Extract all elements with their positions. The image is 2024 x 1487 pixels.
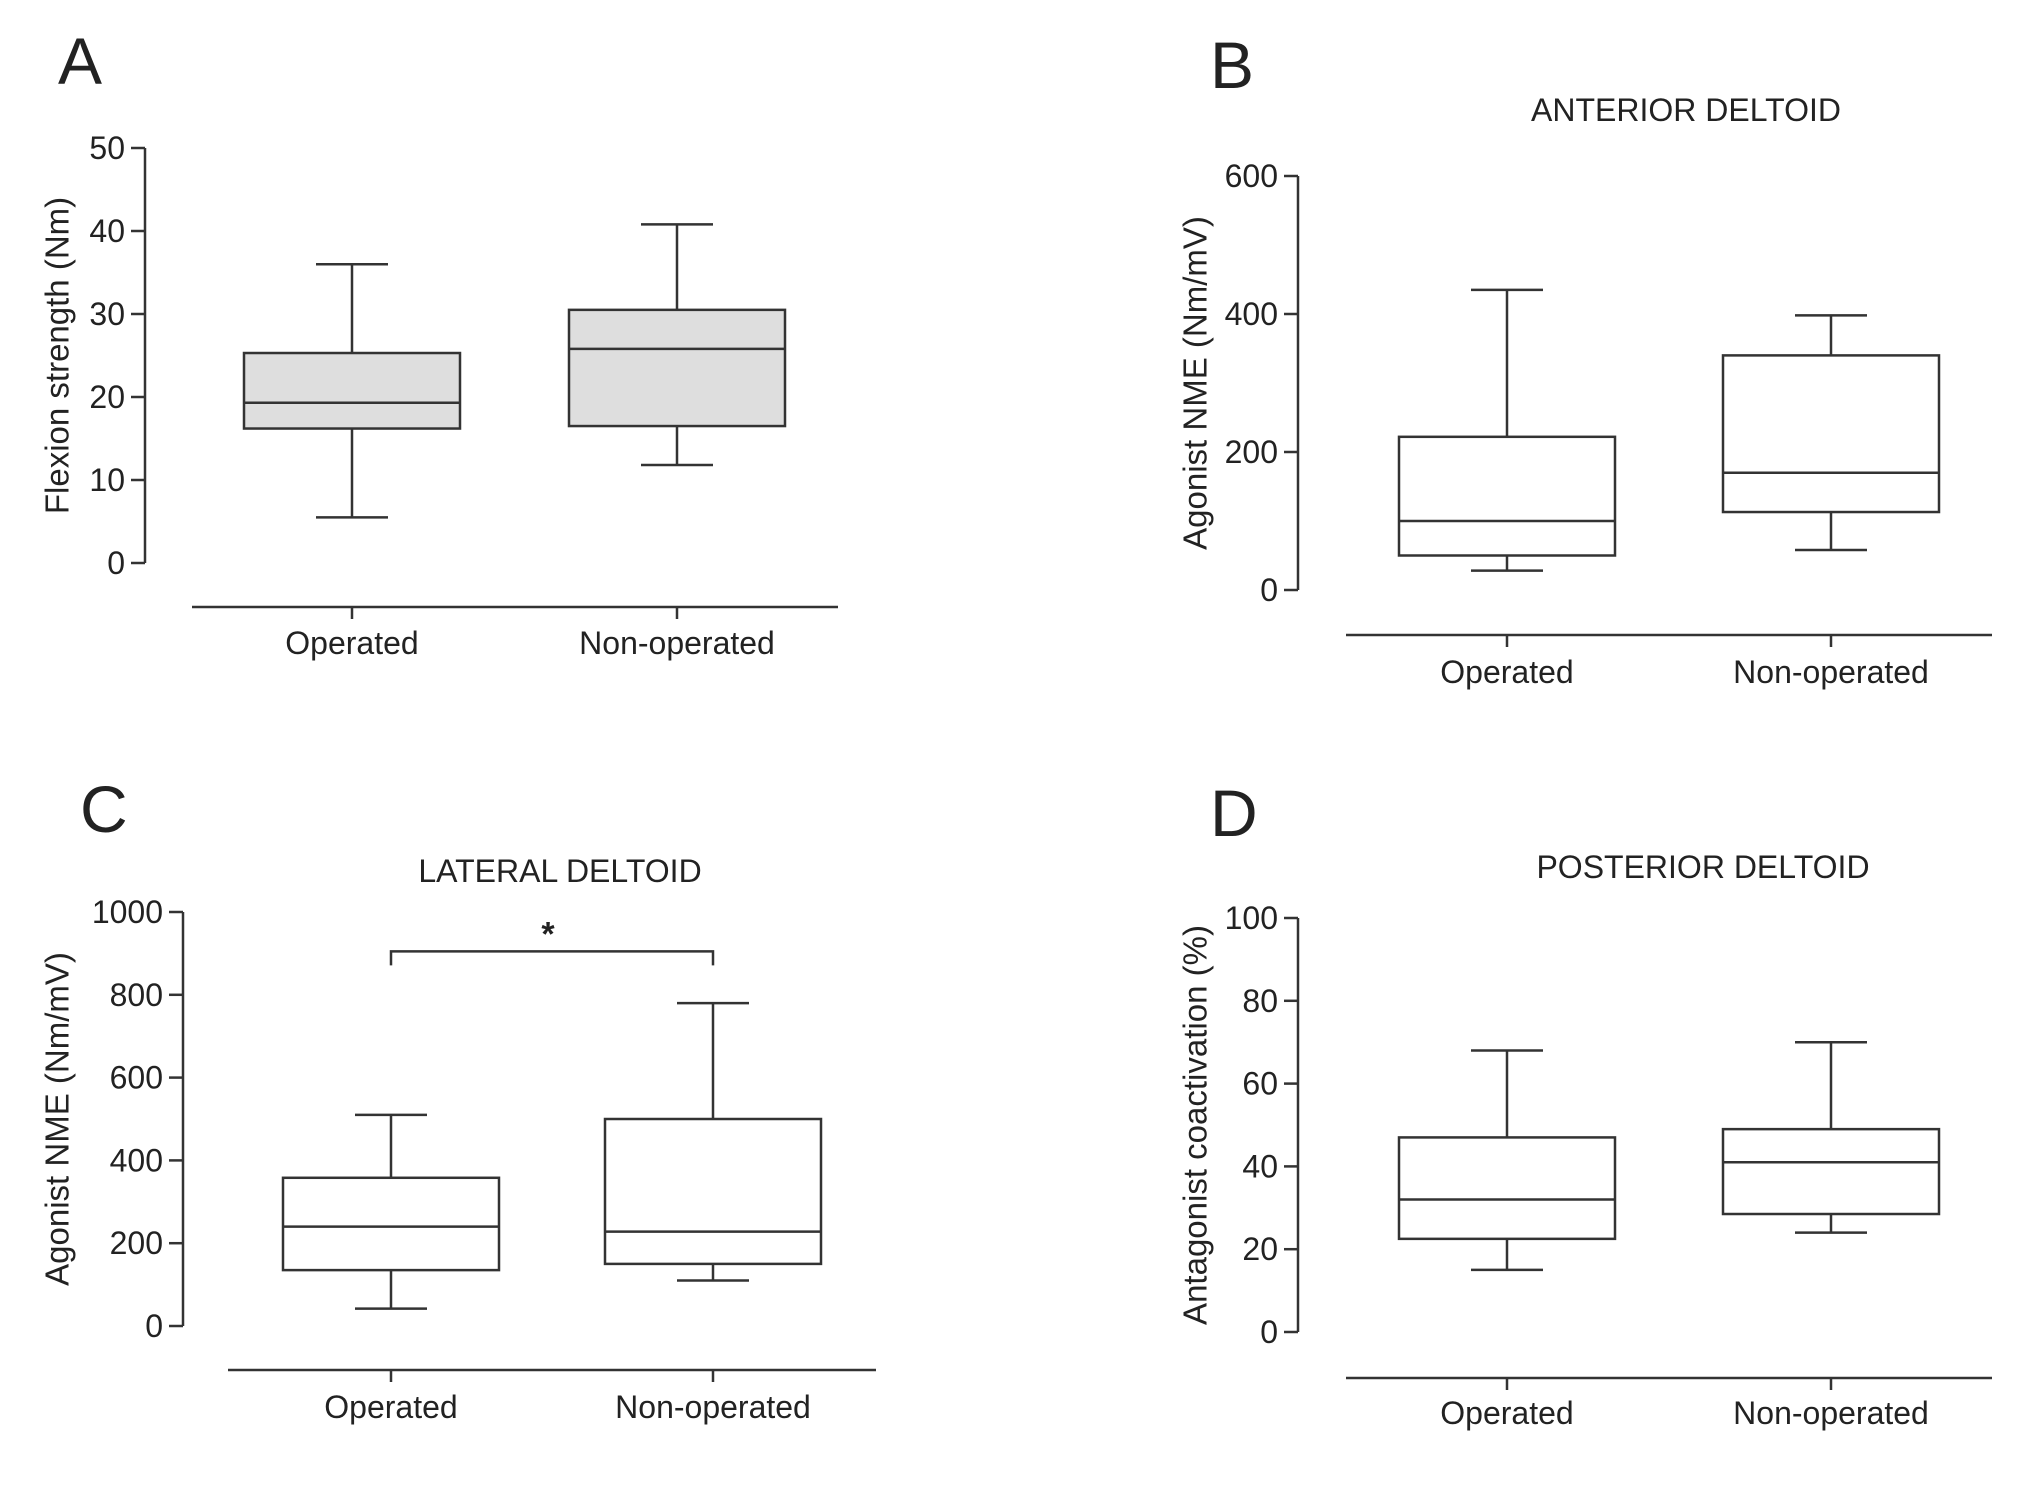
iqr-box [603,1117,823,1266]
y-tick-label: 200 [1225,434,1278,470]
chart-title: LATERAL DELTOID [418,853,701,889]
x-tick-label: Non-operated [615,1389,811,1425]
x-tick-label: Operated [1440,654,1573,690]
panel-b: B ANTERIOR DELTOID 0 200 400 600 Agonist NME (… [1177,28,1992,690]
box-operated [281,1113,501,1310]
box-non-operated [567,223,787,467]
panel-letter: B [1210,28,1254,102]
y-tick-label: 200 [110,1225,163,1261]
y-tick-label: 400 [110,1142,163,1178]
panel-d: D POSTERIOR DELTOID 0 20 40 60 80 100 Antagonist… [1177,776,1992,1431]
y-tick-label: 80 [1242,983,1278,1019]
box-operated [242,262,462,519]
significance-label: * [541,915,555,953]
y-tick-label: 600 [1225,158,1278,194]
box-operated [1397,288,1617,572]
y-tick-label: 0 [1260,1314,1278,1350]
y-tick-label: 100 [1225,900,1278,936]
x-tick-label: Operated [285,625,418,661]
y-tick-label: 20 [89,379,125,415]
iqr-box [1397,1136,1617,1241]
iqr-box [1397,435,1617,557]
panel-letter: D [1210,776,1258,850]
y-tick-label: 50 [89,130,125,166]
box-operated [1397,1049,1617,1272]
y-tick-label: 600 [110,1060,163,1096]
x-tick-label: Operated [1440,1395,1573,1431]
chart-title: POSTERIOR DELTOID [1536,849,1869,885]
y-axis-label: Agonist NME (Nm/mV) [39,952,76,1286]
panel-c: C LATERAL DELTOID 0 200 400 600 800 1000 Agonist… [39,772,876,1425]
y-tick-label: 40 [89,213,125,249]
y-axis-label: Agonist NME (Nm/mV) [1177,216,1214,550]
y-tick-label: 800 [110,977,163,1013]
x-tick-label: Non-operated [1733,1395,1929,1431]
y-tick-label: 0 [107,545,125,581]
y-tick-label: 400 [1225,296,1278,332]
iqr-box [281,1176,501,1272]
significance-bracket [389,950,715,966]
y-axis-label: Antagonist coactivation (%) [1177,925,1214,1325]
box-non-operated [1721,314,1941,552]
y-tick-label: 1000 [92,894,163,930]
box-non-operated [1721,1040,1941,1234]
y-tick-label: 20 [1242,1231,1278,1267]
iqr-box [567,308,787,428]
iqr-box [1721,354,1941,514]
x-tick-label: Non-operated [1733,654,1929,690]
x-tick-label: Non-operated [579,625,775,661]
y-axis-label: Flexion strength (Nm) [39,197,76,514]
y-tick-label: 0 [145,1308,163,1344]
chart-title: ANTERIOR DELTOID [1531,92,1841,128]
y-tick-label: 60 [1242,1066,1278,1102]
box-non-operated [603,1001,823,1282]
x-tick-label: Operated [324,1389,457,1425]
iqr-box [242,351,462,430]
panel-letter: A [58,24,102,98]
panel-letter: C [80,772,128,846]
y-tick-label: 30 [89,296,125,332]
panel-a: A 0 10 20 30 40 50 Flexion strength (Nm) Operate… [39,24,838,661]
y-tick-label: 0 [1260,572,1278,608]
iqr-box [1721,1127,1941,1216]
y-tick-label: 10 [89,462,125,498]
y-tick-label: 40 [1242,1148,1278,1184]
